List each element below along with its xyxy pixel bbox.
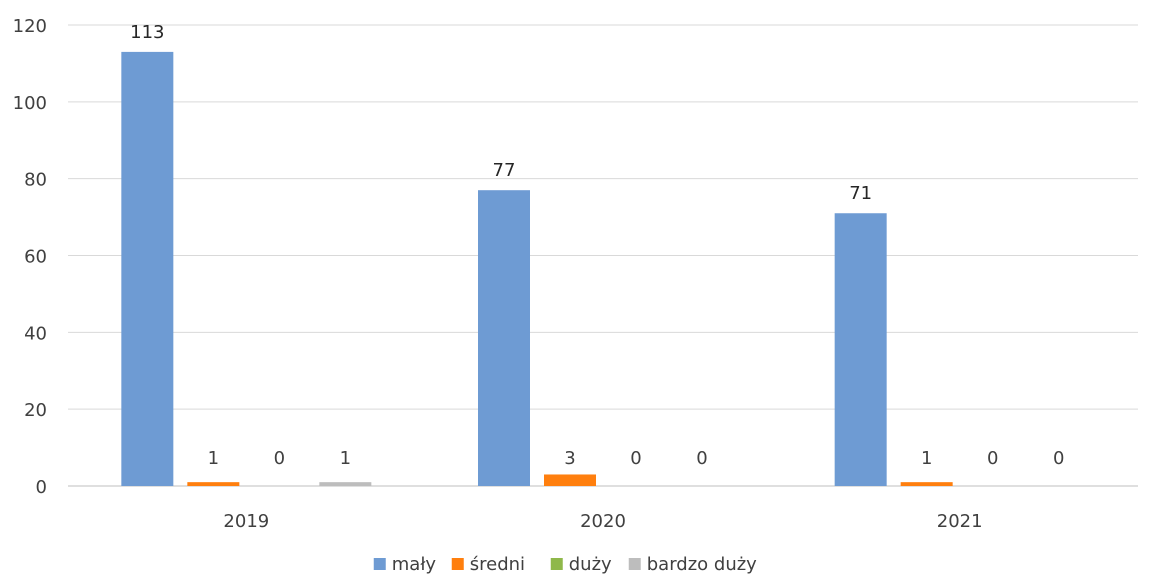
data-label: 0 [630, 448, 641, 469]
data-label: 1 [340, 448, 351, 469]
bar-mały [478, 190, 530, 487]
y-tick-label: 80 [24, 170, 47, 191]
data-label: 71 [849, 183, 872, 204]
data-label: 0 [696, 448, 707, 469]
bar-średni [187, 482, 240, 486]
y-tick-label: 0 [36, 477, 47, 498]
legend-swatch [451, 558, 464, 570]
data-label: 3 [564, 448, 575, 469]
x-tick-label: 2020 [580, 511, 626, 532]
y-tick-label: 40 [24, 323, 47, 344]
legend-swatch [550, 558, 563, 570]
legend-swatch [628, 558, 641, 570]
legend-label: mały [392, 554, 437, 575]
data-label: 0 [274, 448, 285, 469]
y-tick-label: 60 [24, 247, 47, 268]
bar-bardzo-duży [319, 482, 372, 486]
gridlines [68, 24, 1138, 487]
legend-swatch [373, 558, 386, 570]
bar-średni [900, 482, 953, 486]
bar-mały [834, 213, 887, 486]
bar-średni [544, 474, 596, 486]
data-label: 1 [208, 448, 219, 469]
x-tick-label: 2021 [937, 511, 983, 532]
data-label: 1 [921, 448, 932, 469]
y-tick-label: 20 [24, 400, 47, 421]
data-label: 0 [1053, 448, 1064, 469]
x-axis-ticks: 2019 2020 2021 [223, 511, 982, 532]
bar-mały [121, 51, 174, 487]
legend-label: bardzo duży [647, 554, 757, 575]
legend-label: średni [470, 554, 525, 575]
legend-label: duży [569, 554, 612, 575]
data-label: 0 [987, 448, 998, 469]
legend: mały średni duży bardzo duży [373, 554, 757, 575]
data-label: 77 [493, 160, 516, 181]
data-label: 113 [130, 22, 164, 43]
y-tick-label: 100 [13, 93, 47, 114]
y-axis-ticks: 0 20 40 60 80 100 120 [13, 16, 47, 498]
data-labels: 113 1 0 1 77 3 0 0 71 1 0 0 [130, 22, 1064, 469]
y-tick-label: 120 [13, 16, 47, 37]
bars [121, 51, 953, 487]
x-tick-label: 2019 [223, 511, 269, 532]
